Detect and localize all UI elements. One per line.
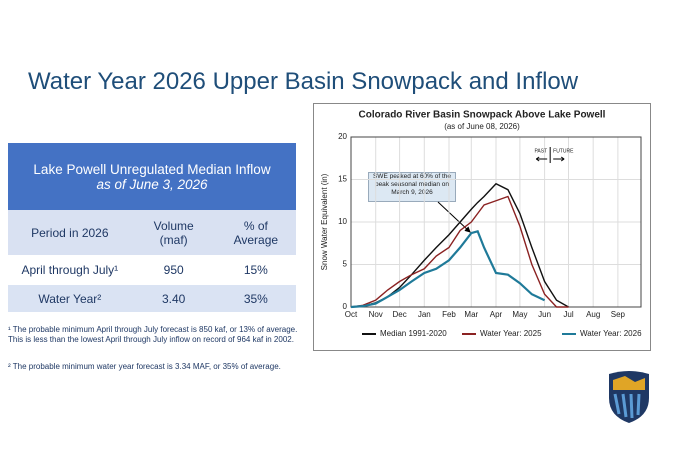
column-header: Period in 2026 bbox=[31, 225, 109, 240]
table-subtitle: as of June 3, 2026 bbox=[96, 176, 208, 192]
table-title: Lake Powell Unregulated Median Inflow bbox=[33, 161, 271, 177]
cell: 35% bbox=[243, 291, 268, 306]
x-tick-label: Feb bbox=[442, 310, 456, 319]
series-line bbox=[350, 182, 569, 308]
plot-frame bbox=[350, 136, 642, 308]
cell: 950 bbox=[163, 263, 184, 277]
annotation: SWE peaked at 60% of the peak seasonal m… bbox=[368, 172, 456, 202]
table-title-cell: Lake Powell Unregulated Median Inflow as… bbox=[8, 143, 296, 210]
y-tick-label: 10 bbox=[338, 217, 347, 226]
divider-arrows bbox=[535, 156, 565, 162]
past-label: PAST bbox=[534, 148, 547, 154]
x-tick-label: Nov bbox=[369, 310, 383, 319]
footnote: ¹ The probable minimum April through Jul… bbox=[8, 325, 298, 344]
x-tick-label: Sep bbox=[611, 310, 626, 319]
slide-title: Water Year 2026 Upper Basin Snowpack and… bbox=[28, 68, 579, 95]
x-tick-label: Apr bbox=[490, 310, 503, 319]
annotation-box: SWE peaked at 60% of the peak seasonal m… bbox=[368, 172, 456, 202]
table-header: Lake Powell Unregulated Median Inflow as… bbox=[8, 143, 296, 210]
chart-subtitle: (as of June 08, 2026) bbox=[444, 122, 520, 131]
cell: 15% bbox=[243, 263, 268, 277]
y-tick-label: 0 bbox=[343, 302, 348, 311]
x-tick-label: May bbox=[512, 310, 527, 319]
column-header: Volume (maf) bbox=[153, 218, 194, 247]
x-tick-label: Aug bbox=[586, 310, 600, 319]
y-axis-label: Snow Water Equivalent (in) bbox=[320, 173, 329, 270]
table-row: April through July¹ 950 15% bbox=[8, 255, 296, 285]
chart-title: Colorado River Basin Snowpack Above Lake… bbox=[359, 110, 606, 121]
table-row: Water Year² 3.40 35% bbox=[8, 285, 296, 312]
footnote: ² The probable minimum water year foreca… bbox=[8, 362, 281, 371]
y-tick-label: 5 bbox=[343, 260, 348, 269]
cell: Water Year² bbox=[38, 291, 102, 306]
future-label: FUTURE bbox=[553, 148, 574, 154]
chart: Colorado River Basin Snowpack Above Lake… bbox=[313, 103, 651, 351]
y-tick-label: 15 bbox=[338, 175, 347, 184]
x-tick-label: Jun bbox=[538, 310, 551, 319]
x-tick-label: Mar bbox=[464, 310, 478, 319]
cell: April through July¹ bbox=[21, 263, 119, 277]
y-tick-label: 20 bbox=[338, 132, 347, 141]
cell: 3.40 bbox=[161, 291, 186, 306]
legend-label: Water Year: 2025 bbox=[480, 329, 542, 338]
series-line bbox=[350, 195, 569, 308]
legend-label: Median 1991-2020 bbox=[380, 329, 447, 338]
column-header: % of Average bbox=[233, 218, 279, 247]
legend-label: Water Year: 2026 bbox=[580, 329, 642, 338]
x-tick-label: Dec bbox=[392, 310, 406, 319]
logo bbox=[609, 371, 649, 423]
series-line bbox=[350, 230, 546, 309]
x-tick-label: Jul bbox=[563, 310, 573, 319]
inflow-table: Lake Powell Unregulated Median Inflow as… bbox=[8, 143, 296, 312]
x-tick-label: Oct bbox=[345, 310, 358, 319]
x-tick-label: Jan bbox=[418, 310, 431, 319]
column-header-row: Period in 2026 Volume (maf) % of Average bbox=[8, 210, 296, 255]
